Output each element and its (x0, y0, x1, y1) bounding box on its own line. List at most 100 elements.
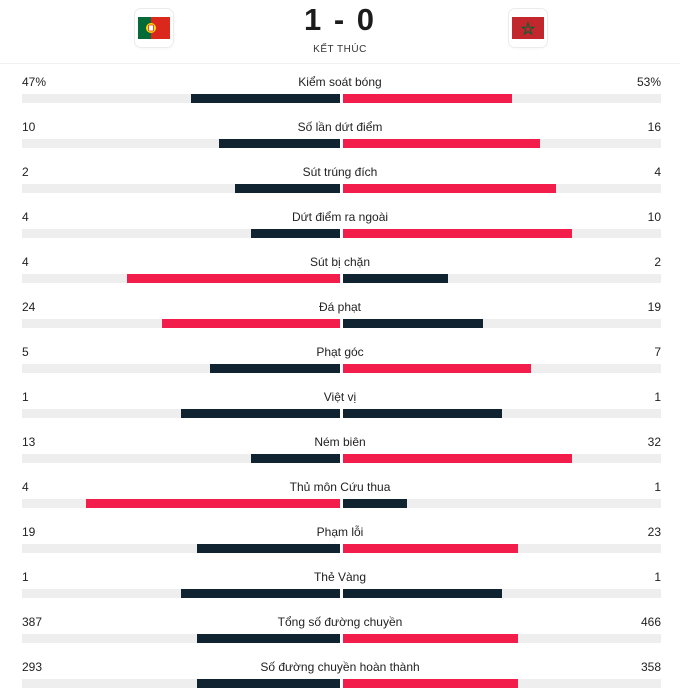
away-stat-bar (343, 364, 531, 373)
home-stat-track (22, 409, 340, 418)
home-team-flag[interactable] (135, 9, 173, 47)
away-stat-track (343, 679, 661, 688)
home-stat-bar (162, 319, 340, 328)
home-stat-track (22, 139, 340, 148)
home-stat-bar (86, 499, 340, 508)
home-stat-track (22, 679, 340, 688)
away-stat-value: 7 (654, 345, 661, 359)
away-stat-value: 1 (654, 480, 661, 494)
stat-row: 10 Số lần dứt điểm 16 (0, 115, 680, 160)
home-stat-value: 1 (22, 390, 29, 404)
away-stat-value: 23 (647, 525, 661, 539)
home-stat-track (22, 319, 340, 328)
match-score: 1 - 0 (303, 2, 377, 37)
away-stat-track (343, 139, 661, 148)
home-stat-value: 4 (22, 255, 29, 269)
home-stat-value: 1 (22, 570, 29, 584)
stat-label: Đá phạt (318, 300, 362, 314)
stat-label: Ném biên (314, 435, 366, 449)
away-stat-track (343, 274, 661, 283)
away-stat-track (343, 184, 661, 193)
away-stat-track (343, 409, 661, 418)
home-stat-value: 387 (22, 615, 43, 629)
stat-row: 387 Tổng số đường chuyền 466 (0, 610, 680, 655)
stat-label: Kiểm soát bóng (298, 75, 382, 89)
home-stat-track (22, 634, 340, 643)
home-stat-track (22, 274, 340, 283)
match-header: 1 - 0 KẾT THÚC (0, 0, 680, 64)
home-stat-bar (251, 454, 340, 463)
stat-row: 4 Thủ môn Cứu thua 1 (0, 475, 680, 520)
home-stat-bar (181, 589, 340, 598)
away-stat-track (343, 454, 661, 463)
stat-row: 47% Kiểm soát bóng 53% (0, 70, 680, 115)
away-stat-value: 2 (654, 255, 661, 269)
home-stat-value: 47% (22, 75, 47, 89)
home-stat-bar (251, 229, 340, 238)
home-stat-value: 13 (22, 435, 36, 449)
away-stat-track (343, 319, 661, 328)
stat-row: 19 Phạm lỗi 23 (0, 520, 680, 565)
home-stat-value: 5 (22, 345, 29, 359)
away-stat-bar (343, 274, 448, 283)
stat-row: 5 Phạt góc 7 (0, 340, 680, 385)
stat-label: Việt vị (323, 390, 357, 404)
away-stat-bar (343, 634, 518, 643)
header-divider (0, 63, 680, 64)
away-stat-track (343, 499, 661, 508)
stat-label: Số lần dứt điểm (297, 120, 383, 134)
home-stat-bar (197, 679, 340, 688)
away-stat-bar (343, 679, 518, 688)
home-stat-value: 293 (22, 660, 43, 674)
stat-row: 1 Việt vị 1 (0, 385, 680, 430)
home-stat-track (22, 589, 340, 598)
home-stat-bar (197, 634, 340, 643)
stat-label: Số đường chuyền hoàn thành (260, 660, 420, 674)
home-stat-bar (191, 94, 340, 103)
home-stat-bar (219, 139, 340, 148)
home-stat-track (22, 364, 340, 373)
stat-label: Thẻ Vàng (313, 570, 367, 584)
stat-label: Sút trúng đích (302, 165, 378, 179)
home-stat-value: 24 (22, 300, 36, 314)
home-stat-value: 4 (22, 210, 29, 224)
away-stat-value: 53% (636, 75, 661, 89)
away-stat-track (343, 94, 661, 103)
home-stat-value: 10 (22, 120, 36, 134)
away-stat-value: 1 (654, 570, 661, 584)
stat-label: Sút bị chặn (309, 255, 371, 269)
portugal-flag-icon (138, 17, 170, 39)
away-stat-track (343, 634, 661, 643)
away-stat-bar (343, 184, 556, 193)
away-stat-bar (343, 589, 502, 598)
home-stat-track (22, 544, 340, 553)
stat-row: 1 Thẻ Vàng 1 (0, 565, 680, 610)
away-stat-value: 16 (647, 120, 661, 134)
stat-label: Tổng số đường chuyền (277, 615, 403, 629)
away-stat-bar (343, 319, 483, 328)
match-status: KẾT THÚC (313, 44, 367, 55)
morocco-flag-icon (512, 17, 544, 39)
stat-label: Dứt điểm ra ngoài (291, 210, 389, 224)
home-stat-value: 19 (22, 525, 36, 539)
away-stat-track (343, 544, 661, 553)
stat-row: 13 Ném biên 32 (0, 430, 680, 475)
stat-row: 4 Dứt điểm ra ngoài 10 (0, 205, 680, 250)
away-stat-bar (343, 409, 502, 418)
home-stat-bar (127, 274, 340, 283)
away-stat-value: 466 (640, 615, 661, 629)
away-stat-bar (343, 229, 572, 238)
stat-row: 4 Sút bị chặn 2 (0, 250, 680, 295)
home-stat-value: 4 (22, 480, 29, 494)
stat-row: 2 Sút trúng đích 4 (0, 160, 680, 205)
home-stat-bar (197, 544, 340, 553)
home-stat-track (22, 499, 340, 508)
stat-label: Phạm lỗi (316, 525, 364, 539)
stat-label: Phạt góc (316, 345, 364, 359)
away-stat-track (343, 364, 661, 373)
away-stat-value: 19 (647, 300, 661, 314)
away-stat-bar (343, 139, 540, 148)
away-team-flag[interactable] (509, 9, 547, 47)
away-stat-bar (343, 454, 572, 463)
home-stat-value: 2 (22, 165, 29, 179)
